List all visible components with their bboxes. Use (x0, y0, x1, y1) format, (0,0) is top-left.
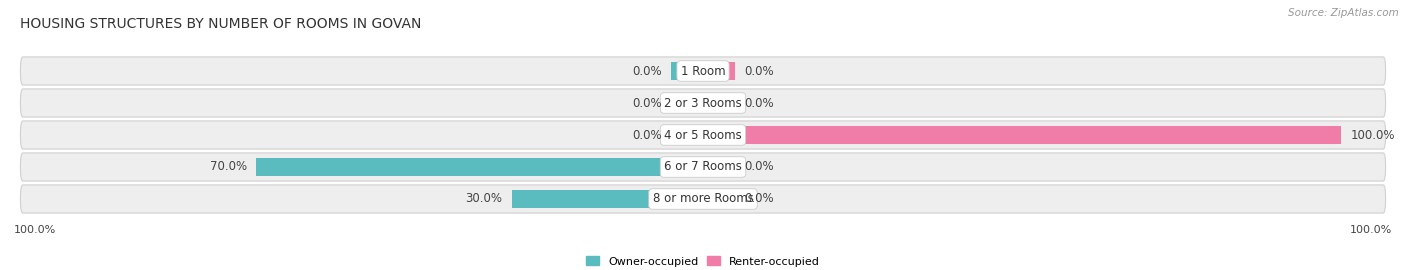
Bar (703, 158, 735, 176)
Bar (703, 126, 1341, 144)
Bar (671, 94, 703, 112)
Text: 1 Room: 1 Room (681, 65, 725, 77)
Bar (703, 62, 735, 80)
Text: 0.0%: 0.0% (744, 65, 775, 77)
Text: 6 or 7 Rooms: 6 or 7 Rooms (664, 160, 742, 174)
Text: 0.0%: 0.0% (631, 65, 662, 77)
FancyBboxPatch shape (21, 57, 1385, 85)
Text: 0.0%: 0.0% (744, 193, 775, 205)
Text: 0.0%: 0.0% (631, 129, 662, 141)
FancyBboxPatch shape (21, 89, 1385, 117)
Text: 0.0%: 0.0% (744, 96, 775, 110)
FancyBboxPatch shape (21, 153, 1385, 181)
Bar (671, 126, 703, 144)
Text: 4 or 5 Rooms: 4 or 5 Rooms (664, 129, 742, 141)
Text: 8 or more Rooms: 8 or more Rooms (652, 193, 754, 205)
Bar (703, 94, 735, 112)
Text: 100.0%: 100.0% (1350, 225, 1392, 235)
Bar (703, 190, 735, 208)
FancyBboxPatch shape (21, 185, 1385, 213)
Text: 0.0%: 0.0% (744, 160, 775, 174)
Bar (671, 62, 703, 80)
Text: 100.0%: 100.0% (14, 225, 56, 235)
FancyBboxPatch shape (21, 121, 1385, 149)
Text: 2 or 3 Rooms: 2 or 3 Rooms (664, 96, 742, 110)
Text: 70.0%: 70.0% (209, 160, 247, 174)
Text: 30.0%: 30.0% (465, 193, 502, 205)
Legend: Owner-occupied, Renter-occupied: Owner-occupied, Renter-occupied (581, 252, 825, 270)
Text: Source: ZipAtlas.com: Source: ZipAtlas.com (1288, 8, 1399, 18)
Bar (512, 190, 703, 208)
Text: 0.0%: 0.0% (631, 96, 662, 110)
Text: HOUSING STRUCTURES BY NUMBER OF ROOMS IN GOVAN: HOUSING STRUCTURES BY NUMBER OF ROOMS IN… (21, 17, 422, 31)
Text: 100.0%: 100.0% (1351, 129, 1395, 141)
Bar (256, 158, 703, 176)
